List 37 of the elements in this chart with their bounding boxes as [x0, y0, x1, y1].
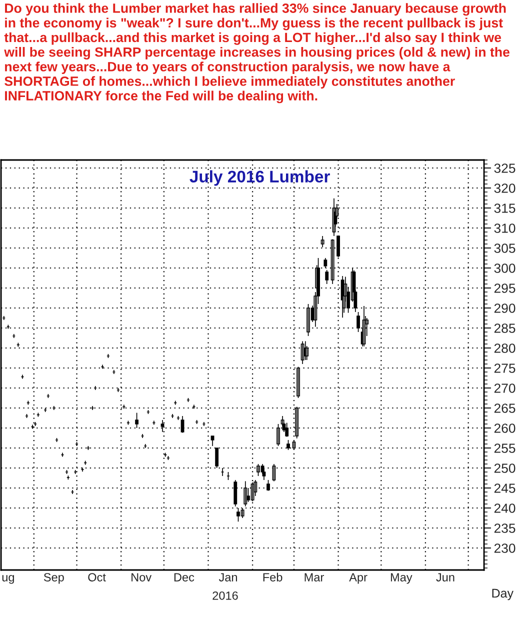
y-tick-label: 305 — [494, 244, 516, 253]
candlestick — [236, 508, 240, 522]
x-tick-label: May — [390, 573, 412, 584]
text: July 2016 Lumber — [190, 170, 330, 186]
y-tick-label: 240 — [494, 504, 516, 513]
y-tick-label: 275 — [494, 364, 516, 373]
x-axis-title: Day — [492, 588, 514, 600]
y-tick-label: 290 — [494, 304, 516, 313]
x-tick-label: Dec — [174, 573, 194, 582]
x-tick-label: Oct — [88, 573, 106, 582]
chart-title: Do you think the Lumber market has rallied 33% since January because growth in the economy is "weak"? I sure don't...My guess is the recent pullback is just that...a pullback...and this market is going a LOT higher...I'd also say I think we will be seeing SHARP percentage increases in housing prices (old & new) in the next few years...Due to years of construction paralysis, we now have a SHORTAGE of homes...which I believe immediately constitutes another INFLATIONARY force the Fed will be dealing with. — [4, 3, 510, 104]
y-tick-label: 325 — [494, 164, 516, 173]
y-tick-label: 285 — [494, 324, 516, 333]
x-tick-label: Mar — [304, 573, 324, 582]
y-tick-label: 245 — [494, 484, 516, 493]
y-tick-label: 310 — [494, 224, 516, 233]
y-tick-label: 295 — [494, 284, 516, 293]
y-tick-label: 320 — [494, 184, 516, 193]
y-tick-label: 230 — [494, 544, 516, 553]
y-tick-label: 280 — [494, 344, 516, 353]
text: 2016 — [212, 591, 238, 600]
y-tick-label: 235 — [494, 524, 516, 533]
y-tick-label: 315 — [494, 204, 516, 213]
x-tick-label: Apr — [349, 573, 368, 584]
x-tick-label: Feb — [263, 572, 282, 582]
x-tick-label: Jan — [218, 573, 237, 582]
x-tick-label: Sep — [44, 573, 64, 584]
x-tick-label: Jun — [436, 573, 454, 582]
y-tick-label: 300 — [494, 264, 516, 273]
y-tick-label: 270 — [494, 384, 516, 393]
x-tick-label: ug — [2, 575, 14, 584]
x-tick-label: Nov — [132, 573, 152, 582]
y-tick-label: 255 — [494, 444, 516, 453]
candlestick — [266, 480, 270, 492]
y-tick-label: 265 — [494, 404, 516, 413]
y-tick-label: 260 — [494, 424, 516, 433]
y-tick-label: 250 — [494, 464, 516, 473]
